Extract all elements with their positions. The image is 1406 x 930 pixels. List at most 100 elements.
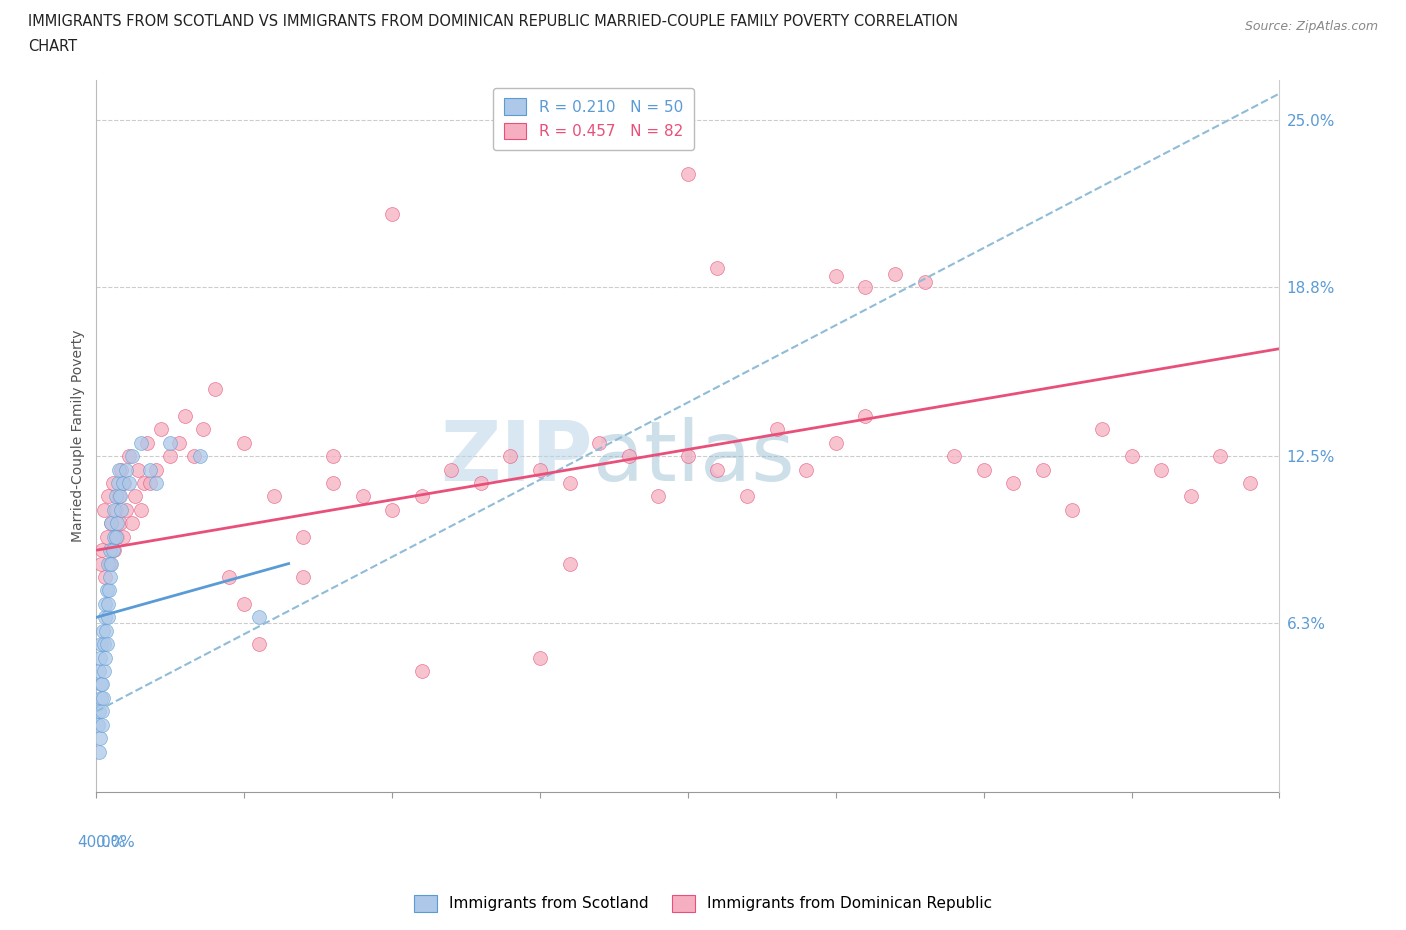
Point (145, 475, 167, 490)
Point (100, 516, 122, 531)
Point (115, 462, 138, 477)
Point (94, 623, 117, 638)
Point (98, 569, 121, 584)
Point (101, 475, 124, 490)
Point (121, 516, 143, 531)
Point (1121, 448, 1143, 463)
Point (914, 274, 936, 289)
Point (247, 637, 270, 652)
Point (105, 529, 128, 544)
Point (129, 502, 152, 517)
Point (381, 207, 404, 222)
Point (138, 462, 160, 477)
Point (111, 475, 134, 490)
Point (853, 280, 876, 295)
Point (1032, 462, 1054, 477)
Point (89, 664, 111, 679)
Point (145, 462, 167, 477)
Point (98, 556, 121, 571)
Point (108, 489, 131, 504)
Point (89, 650, 111, 665)
Point (617, 448, 640, 463)
Point (558, 556, 581, 571)
Point (183, 448, 205, 463)
Point (706, 462, 728, 477)
Point (96, 637, 118, 652)
Point (97, 610, 120, 625)
Point (853, 408, 876, 423)
Point (97, 489, 120, 504)
Point (97, 556, 120, 571)
Point (411, 489, 433, 504)
Point (89, 704, 111, 719)
Point (135, 435, 157, 450)
Point (97, 583, 120, 598)
Point (107, 489, 129, 504)
Point (96, 583, 118, 598)
Point (233, 596, 256, 611)
Point (1091, 422, 1114, 437)
Point (91, 677, 114, 692)
Point (765, 422, 787, 437)
Point (247, 610, 270, 625)
Point (104, 502, 127, 517)
Point (103, 543, 125, 558)
Point (114, 475, 136, 490)
Text: 0.0%: 0.0% (97, 834, 135, 850)
Point (129, 435, 152, 450)
Point (824, 435, 846, 450)
Point (118, 475, 141, 490)
Point (90, 637, 112, 652)
Point (174, 408, 197, 423)
Point (90, 704, 112, 719)
Point (159, 448, 181, 463)
Point (91, 717, 114, 732)
Point (103, 529, 125, 544)
Point (107, 475, 129, 490)
Legend: Immigrants from Scotland, Immigrants from Dominican Republic: Immigrants from Scotland, Immigrants fro… (408, 889, 998, 918)
Legend: R = 0.210   N = 50, R = 0.457   N = 82: R = 0.210 N = 50, R = 0.457 N = 82 (494, 87, 693, 150)
Point (150, 422, 173, 437)
Point (188, 448, 211, 463)
Point (159, 435, 181, 450)
Point (105, 529, 128, 544)
Point (676, 448, 699, 463)
Point (233, 435, 256, 450)
Point (735, 489, 758, 504)
Point (218, 569, 240, 584)
Point (90, 690, 112, 705)
Point (93, 637, 115, 652)
Point (292, 569, 315, 584)
Point (121, 448, 143, 463)
Point (108, 516, 131, 531)
Point (110, 462, 132, 477)
Point (263, 489, 285, 504)
Point (676, 166, 699, 181)
Point (1239, 475, 1261, 490)
Point (89, 731, 111, 746)
Text: IMMIGRANTS FROM SCOTLAND VS IMMIGRANTS FROM DOMINICAN REPUBLIC MARRIED-COUPLE FA: IMMIGRANTS FROM SCOTLAND VS IMMIGRANTS F… (28, 14, 959, 29)
Point (132, 475, 155, 490)
Point (706, 260, 728, 275)
Point (98, 543, 121, 558)
Point (103, 502, 125, 517)
Point (100, 556, 122, 571)
Point (191, 422, 214, 437)
Point (1209, 448, 1232, 463)
Point (138, 475, 160, 490)
Point (352, 489, 374, 504)
Point (167, 435, 190, 450)
Point (322, 475, 344, 490)
Point (647, 489, 669, 504)
Point (96, 529, 118, 544)
Text: Source: ZipAtlas.com: Source: ZipAtlas.com (1244, 20, 1378, 33)
Point (90, 677, 112, 692)
Point (90, 556, 112, 571)
Point (1062, 502, 1084, 517)
Point (824, 269, 846, 284)
Point (529, 650, 551, 665)
Point (87, 744, 110, 759)
Point (381, 502, 404, 517)
Point (97, 596, 120, 611)
Point (94, 650, 117, 665)
